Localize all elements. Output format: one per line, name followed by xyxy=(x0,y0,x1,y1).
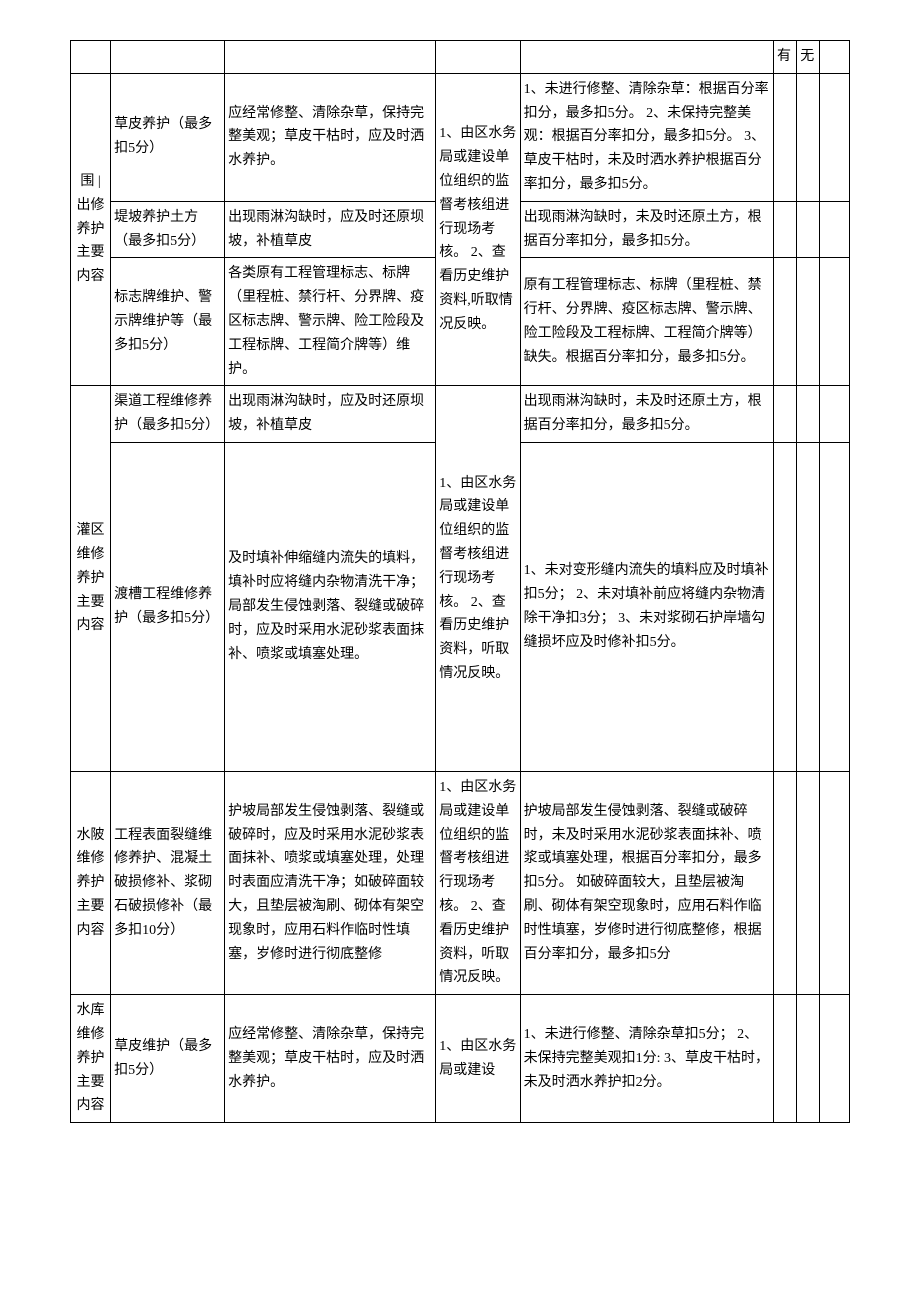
hdr-cat xyxy=(71,41,111,74)
hdr-method xyxy=(436,41,520,74)
wu-cell[interactable] xyxy=(797,386,820,443)
last-cell xyxy=(820,73,850,201)
eval-cell: 出现雨淋沟缺时，未及时还原土方，根据百分率扣分，最多扣5分。 xyxy=(520,386,773,443)
table-row: 水陂维修养护主要内容 工程表面裂缝维修养护、混凝土破损修补、浆砌石破损修补（最多… xyxy=(71,771,850,994)
wu-cell[interactable] xyxy=(797,442,820,771)
eval-cell: 1、未对变形缝内流失的填料应及时填补扣5分； 2、未对填补前应将缝内杂物清除干净… xyxy=(520,442,773,771)
item-cell: 堤坡养护土方（最多扣5分） xyxy=(111,201,225,258)
you-cell[interactable] xyxy=(773,258,796,386)
you-cell[interactable] xyxy=(773,201,796,258)
eval-cell: 1、未进行修整、清除杂草扣5分； 2、未保持完整美观扣1分: 3、草皮干枯时，未… xyxy=(520,995,773,1123)
method-cell-4: 1、由区水务局或建设 xyxy=(436,995,520,1123)
wu-cell[interactable] xyxy=(797,771,820,994)
assessment-table: 有 无 围 | 出修养护主要内容 草皮养护（最多扣5分） 应经常修整、清除杂草，… xyxy=(70,40,850,1123)
hdr-eval xyxy=(520,41,773,74)
you-cell[interactable] xyxy=(773,386,796,443)
eval-cell: 出现雨淋沟缺时，未及时还原土方，根据百分率扣分，最多扣5分。 xyxy=(520,201,773,258)
hdr-last xyxy=(820,41,850,74)
you-cell[interactable] xyxy=(773,771,796,994)
req-cell: 护坡局部发生侵蚀剥落、裂缝或破碎时，应及时采用水泥砂浆表面抹补、喷浆或填塞处理，… xyxy=(225,771,436,994)
cat-cell-4: 水库维修养护主要内容 xyxy=(71,995,111,1123)
hdr-item xyxy=(111,41,225,74)
wu-cell[interactable] xyxy=(797,73,820,201)
req-cell: 出现雨淋沟缺时，应及时还原坝坡，补植草皮 xyxy=(225,386,436,443)
eval-cell: 1、未进行修整、清除杂草：根据百分率扣分，最多扣5分。 2、未保持完整美观：根据… xyxy=(520,73,773,201)
wu-cell[interactable] xyxy=(797,201,820,258)
last-cell xyxy=(820,771,850,994)
you-cell[interactable] xyxy=(773,442,796,771)
you-cell[interactable] xyxy=(773,995,796,1123)
cat-cell-3: 水陂维修养护主要内容 xyxy=(71,771,111,994)
table-row: 围 | 出修养护主要内容 草皮养护（最多扣5分） 应经常修整、清除杂草，保持完整… xyxy=(71,73,850,201)
last-cell xyxy=(820,995,850,1123)
table-row: 灌区维修养护主要内容 渠道工程维修养护（最多扣5分） 出现雨淋沟缺时，应及时还原… xyxy=(71,386,850,443)
last-cell xyxy=(820,258,850,386)
item-cell: 草皮维护（最多扣5分） xyxy=(111,995,225,1123)
req-cell: 出现雨淋沟缺时，应及时还原坝坡，补植草皮 xyxy=(225,201,436,258)
req-cell: 应经常修整、清除杂草，保持完整美观；草皮干枯时，应及时洒水养护。 xyxy=(225,995,436,1123)
table-row: 水库维修养护主要内容 草皮维护（最多扣5分） 应经常修整、清除杂草，保持完整美观… xyxy=(71,995,850,1123)
cat-cell-2: 灌区维修养护主要内容 xyxy=(71,386,111,772)
wu-cell[interactable] xyxy=(797,995,820,1123)
hdr-req xyxy=(225,41,436,74)
req-cell: 各类原有工程管理标志、标牌（里程桩、禁行杆、分界牌、疫区标志牌、警示牌、险工险段… xyxy=(225,258,436,386)
item-cell: 草皮养护（最多扣5分） xyxy=(111,73,225,201)
cat-cell-1: 围 | 出修养护主要内容 xyxy=(71,73,111,386)
method-cell-2: 1、由区水务局或建设单位组织的监督考核组进行现场考核。 2、查看历史维护资料，听… xyxy=(436,386,520,772)
last-cell xyxy=(820,201,850,258)
hdr-wu: 无 xyxy=(797,41,820,74)
you-cell[interactable] xyxy=(773,73,796,201)
eval-cell: 原有工程管理标志、标牌（里程桩、禁行杆、分界牌、疫区标志牌、警示牌、险工险段及工… xyxy=(520,258,773,386)
eval-cell: 护坡局部发生侵蚀剥落、裂缝或破碎时，未及时采用水泥砂浆表面抹补、喷浆或填塞处理，… xyxy=(520,771,773,994)
hdr-you: 有 xyxy=(773,41,796,74)
wu-cell[interactable] xyxy=(797,258,820,386)
req-cell: 应经常修整、清除杂草，保持完整美观；草皮干枯时，应及时洒水养护。 xyxy=(225,73,436,201)
req-cell: 及时填补伸缩缝内流失的填料，填补时应将缝内杂物清洗干净；局部发生侵蚀剥落、裂缝或… xyxy=(225,442,436,771)
method-cell-1: 1、由区水务局或建设单位组织的监督考核组进行现场考核。 2、查看历史维护资料,听… xyxy=(436,73,520,386)
last-cell xyxy=(820,386,850,443)
item-cell: 标志牌维护、警示牌维护等（最多扣5分） xyxy=(111,258,225,386)
last-cell xyxy=(820,442,850,771)
item-cell: 工程表面裂缝维修养护、混凝土破损修补、浆砌石破损修补（最多扣10分） xyxy=(111,771,225,994)
method-cell-3: 1、由区水务局或建设单位组织的监督考核组进行现场考核。 2、查看历史维护资料，听… xyxy=(436,771,520,994)
table-header-row: 有 无 xyxy=(71,41,850,74)
item-cell: 渠道工程维修养护（最多扣5分） xyxy=(111,386,225,443)
item-cell: 渡槽工程维修养护（最多扣5分） xyxy=(111,442,225,771)
